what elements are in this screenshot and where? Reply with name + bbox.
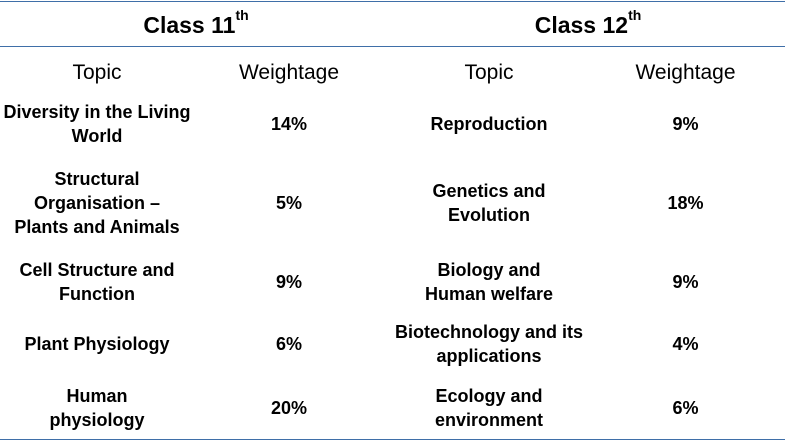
class-11-title-sup: th (235, 7, 249, 23)
class-12-title-text: Class 12 (534, 11, 629, 38)
class-11-row-2-topic: Structural Organisation – Plants and Ani… (14, 169, 180, 237)
class-12-title-sup: th (628, 7, 642, 23)
class-12-row-4-topic: Biotechnology and its applications (394, 322, 583, 366)
class-12-row-2-weightage: 18% (667, 193, 704, 213)
header-rule (0, 46, 785, 47)
class-12-row-4-weightage: 4% (672, 334, 699, 354)
top-rule (0, 1, 785, 2)
class-11-title-text: Class 11 (143, 11, 236, 38)
class-11-row-5-topic: Human physiology (49, 386, 145, 430)
class-11-row-4-topic: Plant Physiology (24, 334, 170, 354)
class-11-row-1-topic: Diversity in the Living World (3, 102, 191, 146)
class-11-topic-header: Topic (72, 61, 122, 84)
class-11-row-1-weightage: 14% (270, 114, 308, 134)
class-11-row-2-weightage: 5% (275, 193, 302, 213)
class-11-row-3-topic: Cell Structure and Function (19, 260, 175, 304)
class-12-weightage-header: Weightage (635, 61, 736, 84)
class-11-row-3-weightage: 9% (275, 272, 302, 292)
class-11-row-5-weightage: 20% (270, 398, 308, 418)
class-12-row-1-weightage: 9% (672, 114, 699, 134)
class-12-topic-header: Topic (464, 61, 514, 84)
class-12-row-3-topic: Biology and Human welfare (424, 260, 554, 304)
class-12-row-5-topic: Ecology and environment (434, 386, 544, 430)
class-12-row-2-topic: Genetics and Evolution (432, 181, 546, 225)
class-11-weightage-header: Weightage (238, 61, 340, 84)
class-12-row-5-weightage: 6% (672, 398, 699, 418)
bottom-rule (0, 439, 785, 440)
class-11-row-4-weightage: 6% (275, 334, 302, 354)
class-12-row-3-weightage: 9% (672, 272, 699, 292)
class-12-row-1-topic: Reproduction (430, 114, 548, 134)
